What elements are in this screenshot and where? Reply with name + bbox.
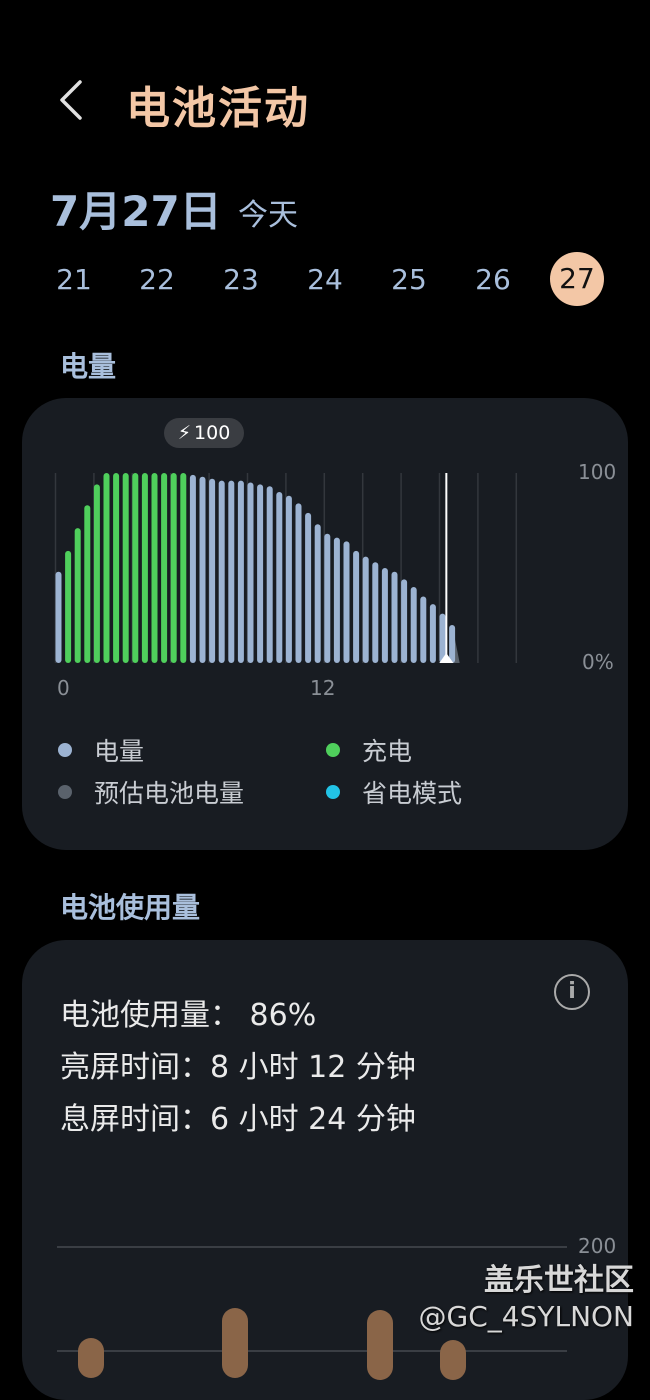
battery-bar <box>449 625 456 663</box>
battery-section-title: 电量 <box>60 350 117 383</box>
peak-value: 100 <box>194 422 231 444</box>
charging-bar <box>161 473 168 663</box>
legend-estimated: 预估电池电量 <box>58 774 244 810</box>
page-title: 电池活动 <box>126 83 310 134</box>
battery-bar <box>381 568 388 663</box>
screen-on-value: 8 小时 12 分钟 <box>210 1050 416 1085</box>
battery-bar <box>199 476 206 663</box>
charging-bar <box>151 473 158 663</box>
battery-bar <box>439 613 446 663</box>
day-21[interactable]: 21 <box>56 263 92 296</box>
usage-percent-row: 电池使用量： 86% <box>60 990 316 1034</box>
battery-bar <box>228 480 235 663</box>
x-tick-0: 0 <box>57 676 70 700</box>
battery-bar <box>391 571 398 663</box>
legend-dot-icon <box>326 785 340 799</box>
battery-usage-card: i <box>22 940 628 1400</box>
legend-label: 预估电池电量 <box>94 779 245 808</box>
battery-bar <box>218 480 225 663</box>
day-27-selected[interactable]: 27 <box>550 252 604 306</box>
lightning-icon: ⚡ <box>177 422 192 444</box>
usage-bar <box>367 1310 393 1380</box>
selected-date: 7月27日 <box>50 187 222 236</box>
y-tick-0: 0% <box>582 650 614 674</box>
legend-label: 电量 <box>94 737 145 766</box>
battery-bar <box>257 484 264 663</box>
usage-label: 电池使用量： <box>60 998 240 1033</box>
chevron-left-icon <box>60 80 82 120</box>
battery-bar <box>55 571 62 663</box>
screen-off-row: 息屏时间：6 小时 24 分钟 <box>60 1094 416 1138</box>
back-button[interactable] <box>52 78 92 122</box>
usage-bar <box>78 1338 104 1378</box>
charging-bar <box>93 484 100 663</box>
battery-level-card: 100 0% 0 12 ⚡ 100 电量 充电 预估电池电量 省电模式 <box>22 398 628 850</box>
battery-bar <box>324 533 331 663</box>
charging-bar <box>103 473 110 663</box>
legend-dot-icon <box>326 743 340 757</box>
battery-bar <box>266 486 273 663</box>
battery-bar <box>237 480 244 663</box>
legend-dot-icon <box>58 785 72 799</box>
info-icon[interactable]: i <box>554 974 590 1010</box>
usage-bar <box>440 1340 466 1380</box>
legend-power-saving: 省电模式 <box>326 774 462 810</box>
battery-bar <box>305 512 312 663</box>
usage-section-title: 电池使用量 <box>60 891 201 924</box>
charging-bar <box>132 473 139 663</box>
day-23[interactable]: 23 <box>223 263 259 296</box>
battery-bar <box>362 556 369 663</box>
day-25[interactable]: 25 <box>391 263 427 296</box>
usage-value: 86% <box>249 998 317 1033</box>
usage-gridline <box>57 1350 567 1352</box>
charging-bar <box>170 473 177 663</box>
battery-bar <box>410 587 417 663</box>
screen-off-label: 息屏时间： <box>60 1102 210 1137</box>
usage-gridline-top <box>57 1246 567 1248</box>
day-22[interactable]: 22 <box>139 263 175 296</box>
battery-bar <box>314 524 321 663</box>
battery-bar <box>372 562 379 663</box>
charging-bar <box>113 473 120 663</box>
charging-bar <box>65 550 72 663</box>
watermark-brand: 盖乐世社区 <box>484 1263 634 1298</box>
x-tick-12: 12 <box>310 676 336 700</box>
battery-bar <box>295 503 302 663</box>
charging-bar <box>122 473 129 663</box>
day-24[interactable]: 24 <box>307 263 343 296</box>
day-26[interactable]: 26 <box>475 263 511 296</box>
now-marker-icon <box>439 653 454 663</box>
battery-bar <box>189 474 196 663</box>
legend-dot-icon <box>58 743 72 757</box>
usage-y-tick-200: 200 <box>578 1234 617 1258</box>
battery-bar <box>401 579 408 663</box>
usage-bar <box>222 1308 248 1378</box>
battery-bar <box>285 495 292 663</box>
charging-bar <box>84 505 91 663</box>
screen-on-row: 亮屏时间：8 小时 12 分钟 <box>60 1042 416 1086</box>
battery-bar <box>420 596 427 663</box>
screen-on-label: 亮屏时间： <box>60 1050 210 1085</box>
charging-bar <box>141 473 148 663</box>
battery-bar <box>353 550 360 663</box>
battery-bar <box>429 604 436 663</box>
battery-level-chart[interactable] <box>22 398 628 718</box>
legend-label: 充电 <box>362 737 413 766</box>
screen-off-value: 6 小时 24 分钟 <box>210 1102 416 1137</box>
watermark-user: @GC_4SYLNON <box>418 1300 634 1333</box>
legend-label: 省电模式 <box>362 779 463 808</box>
legend-battery: 电量 <box>58 732 144 768</box>
battery-bar <box>209 478 216 663</box>
charging-bar <box>180 473 187 663</box>
charging-bar <box>74 528 81 663</box>
legend-charging: 充电 <box>326 732 412 768</box>
peak-tooltip: ⚡ 100 <box>164 418 244 448</box>
battery-bar <box>333 537 340 663</box>
today-label: 今天 <box>238 198 298 233</box>
battery-bar <box>343 541 350 663</box>
y-tick-100: 100 <box>578 460 617 484</box>
battery-bar <box>247 482 254 663</box>
battery-bar <box>276 492 283 663</box>
